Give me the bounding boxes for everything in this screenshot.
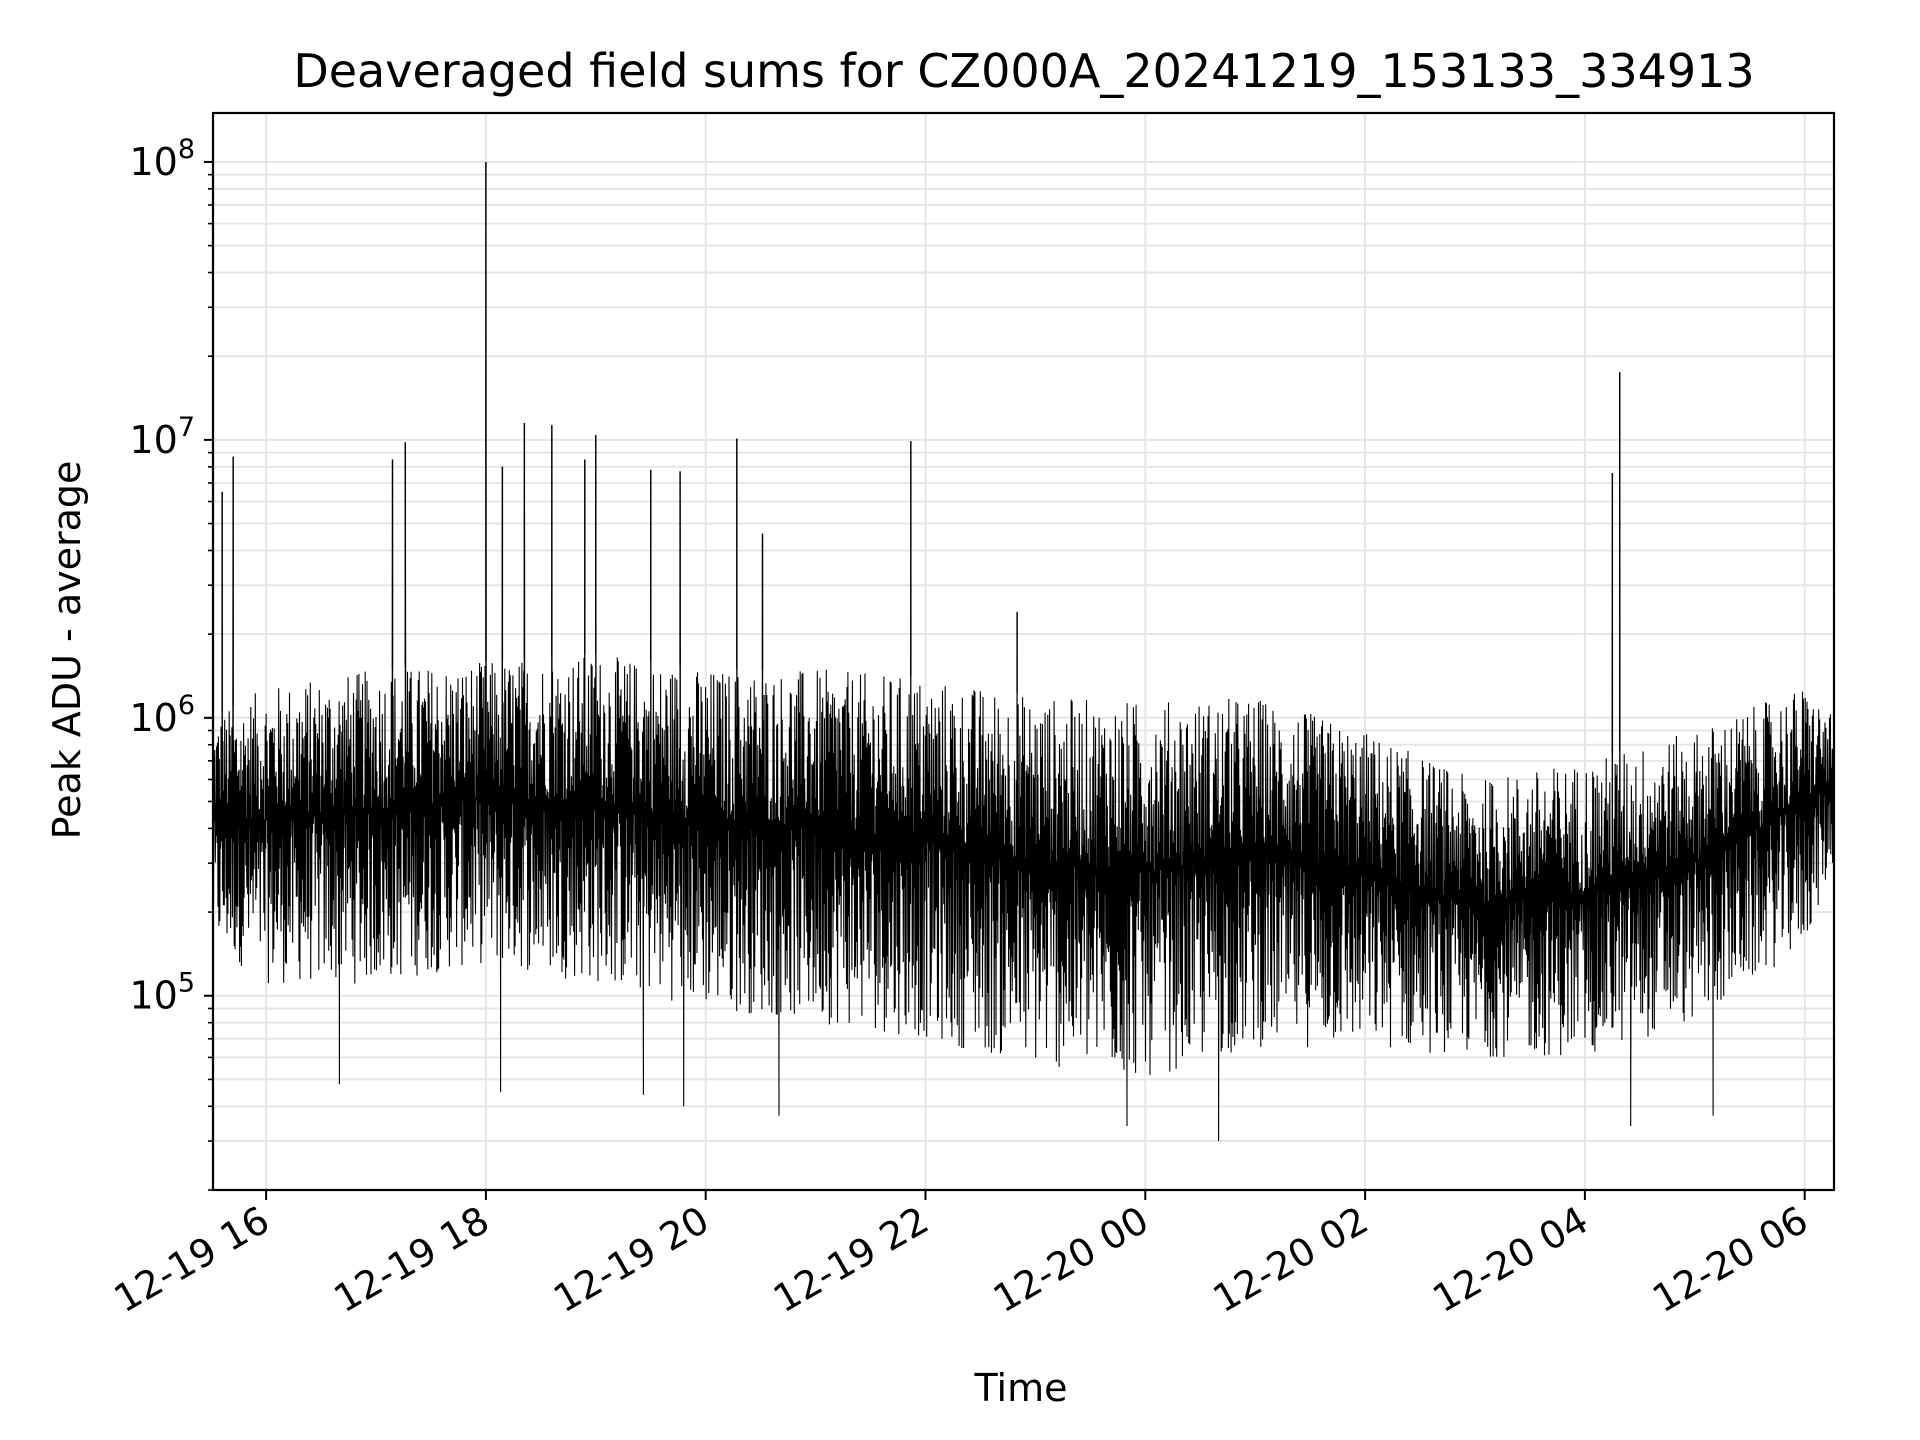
y-axis-label: Peak ADU - average (45, 461, 89, 840)
y-tick-base: 10 (129, 140, 177, 184)
y-tick-exponent: 7 (178, 412, 195, 443)
y-tick-base: 10 (129, 418, 177, 462)
y-tick-base: 10 (129, 696, 177, 740)
series-line (212, 161, 1835, 1142)
data-series (212, 161, 1835, 1142)
y-tick-label: 105 (129, 968, 195, 1018)
plot-frame (211, 111, 1836, 1192)
chart-title: Deaveraged field sums for CZ000A_2024121… (293, 44, 1754, 98)
y-tick-exponent: 6 (178, 690, 195, 721)
y-tick-label: 108 (129, 134, 195, 184)
x-axis-label: Time (974, 1366, 1068, 1410)
y-tick-base: 10 (129, 974, 177, 1018)
plot-area (213, 113, 1834, 1190)
y-tick-exponent: 8 (178, 134, 195, 165)
y-tick-exponent: 5 (178, 968, 195, 999)
y-tick-label: 107 (129, 412, 195, 462)
y-tick-label: 106 (129, 690, 195, 740)
